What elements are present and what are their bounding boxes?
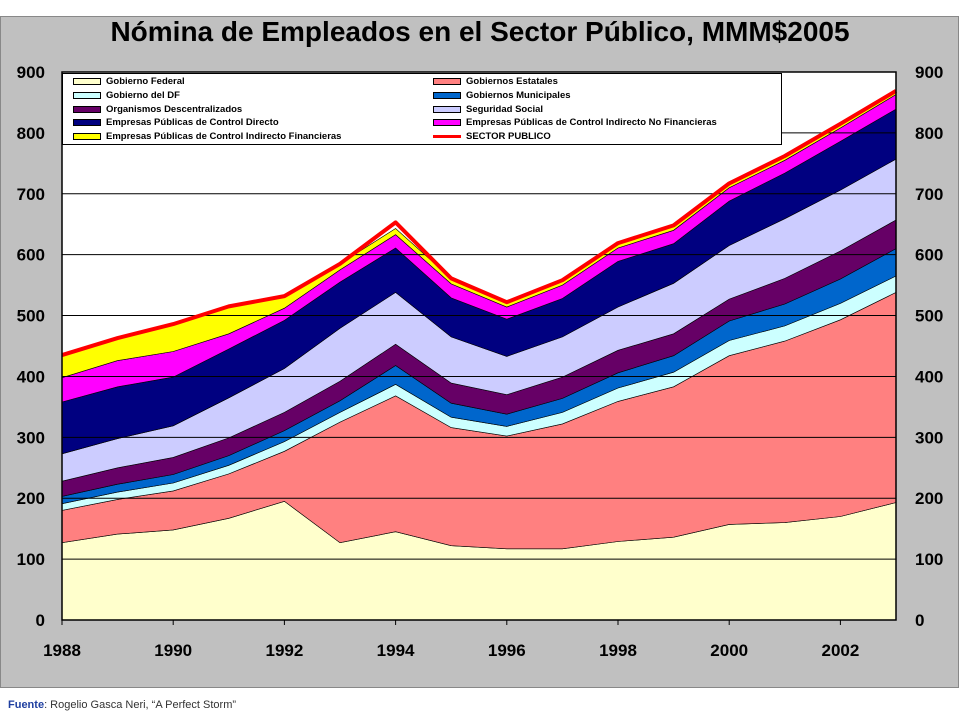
source-label: Fuente [8,699,45,711]
legend-swatch-1 [433,78,461,85]
y-tick-right-4: 400 [915,367,943,386]
x-tick-1: 1990 [154,641,192,660]
legend-label-2: Gobierno del DF [106,89,180,101]
x-tick-0: 1988 [43,641,81,660]
legend-label-0: Gobierno Federal [106,76,185,87]
chart-legend: Gobierno Federal Gobiernos Estatales Gobie… [62,73,782,145]
y-tick-right-9: 900 [915,63,943,82]
y-tick-right-8: 800 [915,124,943,143]
legend-swatch-8 [73,133,101,141]
legend-item-7: Empresas Públicas de Control Indirecto N… [433,116,717,129]
y-tick-right-7: 700 [915,185,943,204]
x-tick-2: 1992 [265,641,303,660]
x-tick-4: 1996 [488,641,526,660]
source-note: Fuente: Rogelio Gasca Neri, “A Perfect S… [8,699,236,711]
legend-item-1: Gobiernos Estatales [433,75,558,88]
legend-label-4: Organismos Descentralizados [106,103,243,115]
source-text: : Rogelio Gasca Neri, “A Perfect Storm” [44,699,237,711]
legend-swatch-2 [73,91,101,99]
y-tick-left-4: 400 [17,367,45,386]
legend-swatch-5 [433,105,461,113]
y-tick-right-1: 100 [915,550,943,569]
y-tick-left-5: 500 [17,307,45,326]
y-tick-left-0: 0 [36,611,45,630]
legend-label-6: Empresas Públicas de Control Directo [106,117,279,129]
legend-item-2: Gobierno del DF [73,89,180,102]
y-tick-right-6: 600 [915,246,943,265]
legend-swatch-0 [73,78,101,85]
y-tick-right-2: 200 [915,489,943,508]
y-tick-left-1: 100 [17,550,45,569]
legend-item-6: Empresas Públicas de Control Directo [73,116,279,129]
x-tick-6: 2000 [710,641,748,660]
legend-label-9: SECTOR PUBLICO [466,131,551,143]
y-tick-left-8: 800 [17,124,45,143]
legend-item-8: Empresas Públicas de Control Indirecto F… [73,130,341,143]
legend-item-5: Seguridad Social [433,103,543,116]
legend-item-0: Gobierno Federal [73,75,185,88]
y-tick-right-5: 500 [915,307,943,326]
legend-swatch-9 [433,135,461,139]
legend-swatch-3 [433,91,461,99]
legend-label-5: Seguridad Social [466,103,544,115]
chart-title: Nómina de Empleados en el Sector Público… [110,16,850,47]
y-tick-left-2: 200 [17,489,45,508]
legend-swatch-6 [73,119,101,127]
x-tick-3: 1994 [377,641,415,660]
y-tick-left-7: 700 [17,185,45,204]
y-tick-right-3: 300 [915,428,943,447]
y-tick-right-0: 0 [915,611,924,630]
legend-label-7: Empresas Públicas de Control Indirecto N… [466,117,717,129]
legend-item-9: SECTOR PUBLICO [433,130,551,143]
y-tick-left-3: 300 [17,428,45,447]
legend-label-3: Gobiernos Municipales [466,89,571,101]
legend-item-4: Organismos Descentralizados [73,103,242,116]
total-line [61,89,898,358]
y-tick-left-9: 900 [17,63,45,82]
legend-label-1: Gobiernos Estatales [466,76,558,87]
legend-item-3: Gobiernos Municipales [433,89,571,102]
x-tick-5: 1998 [599,641,637,660]
legend-swatch-7 [433,119,461,127]
x-tick-7: 2002 [821,641,859,660]
y-tick-left-6: 600 [17,246,45,265]
legend-swatch-4 [73,105,101,113]
legend-label-8: Empresas Públicas de Control Indirecto F… [106,131,342,143]
plot-border [61,71,897,621]
